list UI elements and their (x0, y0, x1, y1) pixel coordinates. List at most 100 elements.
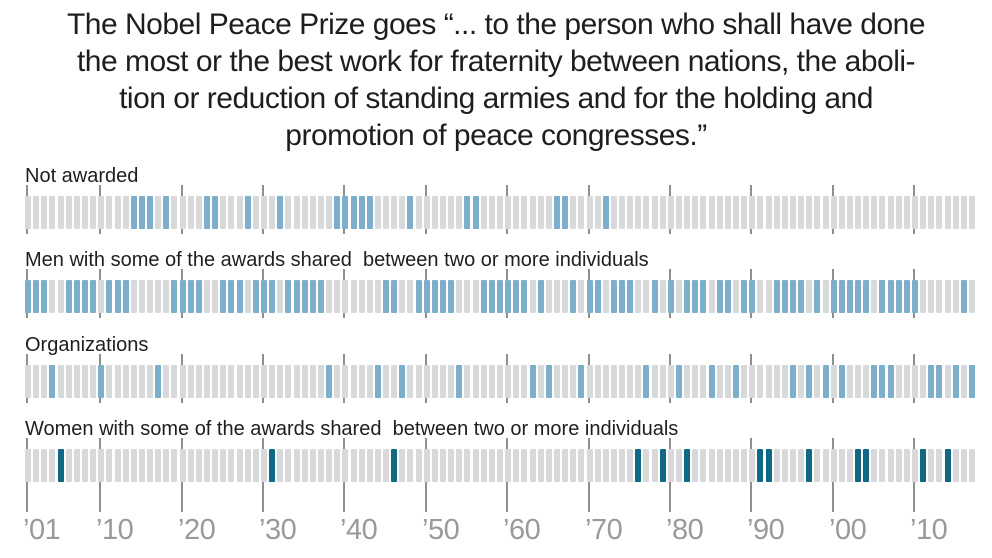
year-tick (847, 449, 853, 482)
year-tick (717, 280, 723, 313)
axis-year-label: ’00 (829, 514, 867, 546)
year-tick (90, 280, 96, 313)
year-tick (302, 449, 308, 482)
axis-year-label: ’60 (503, 514, 541, 546)
year-tick (757, 449, 763, 482)
year-tick (505, 196, 511, 229)
year-tick (277, 365, 283, 398)
year-tick (831, 196, 837, 229)
year-tick (318, 365, 324, 398)
year-tick (481, 280, 487, 313)
year-tick (823, 365, 829, 398)
year-tick (74, 449, 80, 482)
year-tick (725, 365, 731, 398)
year-tick (774, 365, 780, 398)
year-tick (383, 196, 389, 229)
year-tick (562, 196, 568, 229)
year-tick (733, 365, 739, 398)
year-tick (180, 449, 186, 482)
year-tick (473, 196, 479, 229)
year-tick (416, 280, 422, 313)
year-tick (888, 449, 894, 482)
year-tick (212, 196, 218, 229)
year-tick (416, 196, 422, 229)
year-tick (473, 280, 479, 313)
year-tick (228, 365, 234, 398)
year-tick (945, 365, 951, 398)
year-tick (831, 365, 837, 398)
year-tick (863, 365, 869, 398)
year-tick (936, 280, 942, 313)
chart-title: The Nobel Peace Prize goes “... to the p… (0, 6, 992, 154)
year-tick (285, 449, 291, 482)
year-tick (253, 365, 259, 398)
year-tick (359, 449, 365, 482)
year-tick (188, 280, 194, 313)
year-tick (578, 365, 584, 398)
year-tick (700, 196, 706, 229)
year-tick (814, 365, 820, 398)
year-tick (578, 449, 584, 482)
year-tick (285, 196, 291, 229)
year-tick (700, 280, 706, 313)
year-tick (790, 196, 796, 229)
year-tick (847, 196, 853, 229)
year-tick (163, 365, 169, 398)
chart-title-line-1: The Nobel Peace Prize goes “... to the p… (66, 8, 926, 41)
year-tick (407, 196, 413, 229)
year-tick (888, 365, 894, 398)
year-tick (749, 449, 755, 482)
year-tick (351, 196, 357, 229)
year-tick (497, 365, 503, 398)
year-tick (578, 196, 584, 229)
year-tick (123, 196, 129, 229)
year-tick (749, 280, 755, 313)
year-tick (554, 280, 560, 313)
year-tick (375, 280, 381, 313)
year-tick (98, 365, 104, 398)
year-tick (33, 196, 39, 229)
year-tick (806, 280, 812, 313)
year-tick (717, 449, 723, 482)
year-tick (814, 196, 820, 229)
year-tick (497, 196, 503, 229)
year-tick (546, 449, 552, 482)
year-tick (155, 196, 161, 229)
year-tick (155, 449, 161, 482)
year-tick (578, 280, 584, 313)
year-tick (481, 449, 487, 482)
year-tick (188, 365, 194, 398)
year-tick (375, 449, 381, 482)
year-tick (391, 365, 397, 398)
year-tick (546, 280, 552, 313)
year-tick (49, 196, 55, 229)
year-tick (318, 280, 324, 313)
year-tick (928, 365, 934, 398)
year-tick (375, 196, 381, 229)
year-tick (106, 196, 112, 229)
year-tick (554, 196, 560, 229)
year-tick (375, 365, 381, 398)
year-tick (725, 280, 731, 313)
year-tick (603, 365, 609, 398)
year-tick (871, 365, 877, 398)
year-tick (733, 280, 739, 313)
year-tick (399, 196, 405, 229)
year-tick (41, 196, 47, 229)
year-tick (49, 280, 55, 313)
year-tick (505, 449, 511, 482)
year-tick (489, 449, 495, 482)
year-tick (318, 449, 324, 482)
year-tick (489, 280, 495, 313)
year-tick (245, 365, 251, 398)
year-tick (871, 280, 877, 313)
year-tick (766, 365, 772, 398)
axis-year-label: ’70 (585, 514, 623, 546)
year-tick (424, 365, 430, 398)
year-tick (481, 365, 487, 398)
year-tick (733, 196, 739, 229)
year-tick (912, 449, 918, 482)
year-tick (74, 196, 80, 229)
year-tick (383, 280, 389, 313)
year-tick (489, 365, 495, 398)
